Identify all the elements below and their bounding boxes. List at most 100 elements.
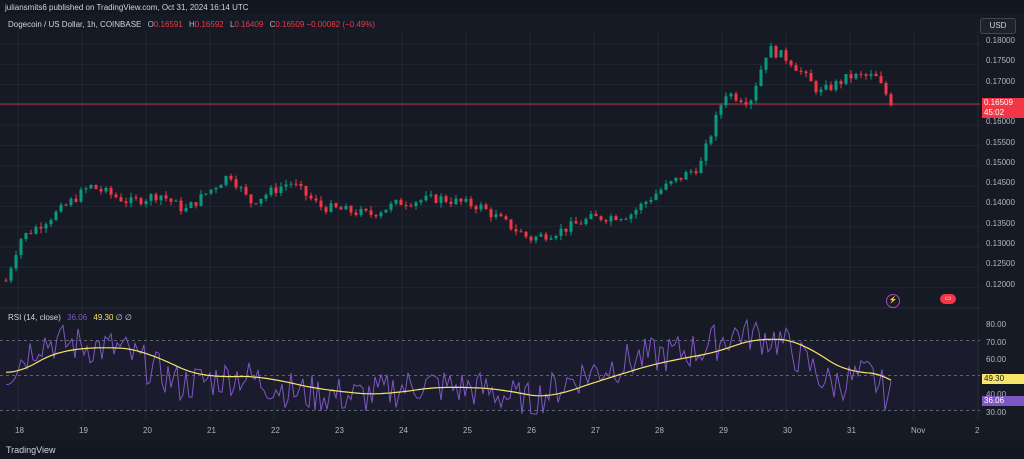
candle-body (824, 84, 828, 90)
lightning-icon[interactable]: ⚡ (886, 294, 900, 308)
candle-body (444, 196, 448, 202)
currency-button[interactable]: USD (980, 18, 1016, 34)
candle-body (159, 195, 163, 201)
rsi-ma-value: 49.30 (93, 313, 114, 322)
time-axis[interactable]: 18 19 20 21 22 23 24 25 26 27 28 29 30 31 Nov 2 (0, 426, 1024, 440)
candle-body (519, 231, 523, 233)
candle-body (679, 177, 683, 180)
candle-body (559, 228, 563, 237)
time-tick: 21 (207, 426, 216, 435)
candle-body (529, 236, 533, 241)
price-tick: 0.16000 (986, 117, 1015, 127)
change-value: −0.00082 (−0.49%) (306, 20, 376, 29)
candle-body (514, 229, 518, 232)
candle-body (724, 96, 728, 106)
rsi-ma-line (5, 338, 892, 397)
candle-body (734, 93, 738, 101)
candle-body (374, 214, 378, 217)
candle-body (844, 74, 848, 84)
candle-body (409, 205, 413, 207)
open-label: O (147, 20, 154, 29)
candle-body (834, 81, 838, 91)
symbol-legend[interactable]: Dogecoin / US Dollar, 1h, COINBASE O0.16… (8, 20, 375, 29)
candle-body (749, 100, 753, 105)
candle-body (364, 208, 368, 211)
price-tick: 0.18000 (986, 36, 1015, 45)
candle-body (89, 184, 93, 189)
candle-body (419, 200, 423, 203)
candle-body (799, 70, 803, 72)
rsi-legend[interactable]: RSI (14, close) 36.06 49.30 ∅ ∅ (8, 313, 132, 322)
candle-body (344, 205, 348, 210)
candle-body (459, 198, 463, 202)
candle-body (664, 183, 668, 190)
candle-body (634, 210, 638, 215)
candle-body (19, 239, 23, 256)
candle-body (224, 175, 228, 185)
candle-body (599, 216, 603, 221)
candle-body (684, 172, 688, 180)
price-tick: 0.12000 (986, 279, 1015, 289)
price-tick: 0.17000 (986, 76, 1015, 86)
low-value: 0.16409 (234, 20, 264, 29)
candle-body (39, 226, 43, 229)
candle-body (884, 83, 888, 95)
candle-body (109, 187, 113, 195)
time-tick: 29 (719, 426, 728, 435)
candle-body (874, 73, 878, 77)
rsi-tick: 40.00 (986, 390, 1007, 399)
candle-body (139, 198, 143, 205)
candle-body (539, 234, 543, 237)
candle-body (869, 73, 873, 76)
time-tick: 22 (271, 426, 280, 435)
candle-body (439, 196, 443, 203)
candle-body (594, 213, 598, 217)
candle-body (629, 214, 633, 219)
last-price-value: 0.16509 (984, 98, 1013, 107)
candle-body (779, 50, 783, 58)
candle-body (334, 203, 338, 208)
candle-body (774, 45, 778, 58)
candle-body (389, 203, 393, 210)
rsi-settings-icons[interactable]: ∅ ∅ (115, 313, 132, 322)
price-tick: 0.13500 (986, 218, 1015, 228)
candle-body (309, 195, 313, 199)
rsi-tick: 30.00 (986, 407, 1007, 417)
candle-body (859, 73, 863, 75)
candle-body (339, 207, 343, 210)
candle-body (174, 200, 178, 202)
candle-body (574, 221, 578, 224)
candle-body (79, 189, 83, 202)
candle-body (44, 224, 48, 229)
candle-body (164, 195, 168, 199)
candle-body (644, 201, 648, 204)
candle-body (424, 195, 428, 201)
price-tick: 0.13000 (986, 239, 1015, 248)
us-flag-icon[interactable]: ▭ (940, 294, 956, 304)
candle-body (149, 194, 153, 201)
rsi-label[interactable]: RSI (14, close) (8, 313, 61, 322)
candle-body (504, 216, 508, 220)
candle-body (689, 171, 693, 173)
candle-body (484, 204, 488, 210)
time-tick: 26 (527, 426, 536, 435)
price-tick: 0.14000 (986, 198, 1015, 208)
time-tick: 23 (335, 426, 344, 435)
candle-body (94, 184, 98, 190)
candle-body (124, 201, 128, 204)
candle-body (104, 187, 108, 192)
open-value: 0.16591 (153, 20, 183, 29)
candle-body (714, 114, 718, 137)
candle-body (29, 233, 33, 235)
candle-body (864, 74, 868, 76)
candle-body (839, 81, 843, 84)
tradingview-logo[interactable]: TradingView (6, 445, 56, 455)
price-scale[interactable]: 0.180000.175000.170000.165000.160000.155… (982, 30, 1024, 300)
candle-body (854, 73, 858, 79)
symbol-title[interactable]: Dogecoin / US Dollar, 1h, COINBASE (8, 20, 142, 29)
candle-body (819, 89, 823, 93)
candle-body (659, 189, 663, 194)
candle-body (554, 236, 558, 239)
time-tick: 2 (975, 426, 980, 435)
